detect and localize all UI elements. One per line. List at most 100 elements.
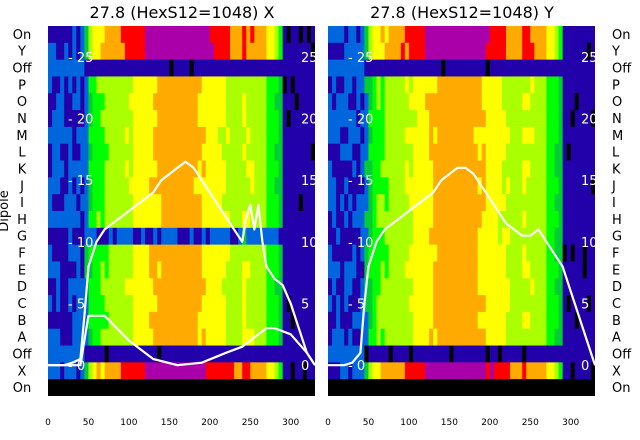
heatmap-cell <box>56 160 61 178</box>
heatmap-cell <box>112 59 118 77</box>
heatmap-cell <box>340 227 345 246</box>
heatmap-cell <box>246 227 251 246</box>
heatmap-cell <box>173 211 178 229</box>
heatmap-cell <box>298 261 304 279</box>
heatmap-cell <box>76 143 81 161</box>
heatmap-cell <box>282 362 288 380</box>
heatmap-cell <box>344 76 349 94</box>
heatmap-cell <box>586 278 592 296</box>
heatmap-cell <box>226 59 231 77</box>
heatmap-cell <box>449 93 454 111</box>
heatmap-cell <box>108 311 114 330</box>
heatmap-cell <box>437 26 442 44</box>
row-label: B <box>612 314 621 329</box>
heatmap-cell <box>510 26 515 44</box>
heatmap-cell <box>400 261 406 279</box>
heatmap-cell <box>116 177 122 195</box>
heatmap-cell <box>52 345 57 363</box>
heatmap-cell <box>68 244 73 262</box>
heatmap-cell <box>554 211 559 229</box>
heatmap-cell <box>340 379 345 396</box>
heatmap-cell <box>60 177 65 195</box>
heatmap-cell <box>522 345 527 363</box>
heatmap-cell <box>217 278 223 296</box>
heatmap-cell <box>388 126 394 145</box>
heatmap-cell <box>518 26 523 44</box>
heatmap-cell <box>205 143 211 161</box>
heatmap-cell <box>453 143 458 161</box>
heatmap-cell <box>412 76 418 94</box>
heatmap-cell <box>157 379 162 396</box>
heatmap-cell <box>161 126 166 145</box>
heatmap-cell <box>489 278 495 296</box>
heatmap-cell <box>481 93 487 111</box>
heatmap-cell <box>169 379 174 396</box>
heatmap-cell <box>169 328 174 346</box>
heatmap-cell <box>238 278 243 296</box>
heatmap-cell <box>566 362 572 380</box>
row-label: P <box>612 78 620 93</box>
heatmap-cell <box>193 143 199 161</box>
x-tick-label: 300 <box>562 418 579 428</box>
heatmap-cell <box>302 160 308 178</box>
heatmap-cell <box>181 143 186 161</box>
heatmap-cell <box>213 143 219 161</box>
heatmap-cell <box>100 59 106 77</box>
heatmap-cell <box>433 126 438 145</box>
heatmap-cell <box>132 345 138 363</box>
heatmap-cell <box>522 177 527 195</box>
heatmap-cell <box>169 177 174 195</box>
heatmap-cell <box>570 59 576 77</box>
heatmap-cell <box>238 93 243 111</box>
heatmap-cell <box>201 244 207 262</box>
heatmap-cell <box>306 379 312 396</box>
heatmap-cell <box>76 227 81 246</box>
heatmap-cell <box>266 328 271 346</box>
heatmap-cell <box>258 59 263 77</box>
heatmap-cell <box>328 311 333 330</box>
heatmap-cell <box>497 93 503 111</box>
heatmap-cell <box>270 194 275 212</box>
heatmap-cell <box>96 211 101 229</box>
heatmap-cell <box>372 278 377 296</box>
heatmap-cell <box>128 244 134 262</box>
heatmap-cell <box>396 261 402 279</box>
heatmap-cell <box>506 244 511 262</box>
heatmap-cell <box>396 160 402 178</box>
heatmap-cell <box>481 110 487 128</box>
heatmap-cell <box>429 379 434 396</box>
heatmap-cell <box>376 126 381 145</box>
heatmap-cell <box>364 379 369 396</box>
row-label: M <box>16 129 27 144</box>
heatmap-cell <box>137 227 142 246</box>
heatmap-cell <box>217 143 223 161</box>
heatmap-cell <box>185 177 190 195</box>
heatmap-cell <box>258 26 263 44</box>
heatmap-cell <box>344 295 349 313</box>
heatmap-cell <box>421 211 426 229</box>
heatmap-cell <box>392 227 398 246</box>
heatmap-cell <box>197 328 203 346</box>
heatmap-cell <box>80 278 85 296</box>
heatmap-cell <box>234 295 239 313</box>
heatmap-cell <box>469 345 475 363</box>
heatmap-cell <box>493 126 499 145</box>
heatmap-cell <box>169 194 174 212</box>
heatmap-cell <box>258 328 263 346</box>
heatmap-cell <box>177 143 182 161</box>
heatmap-cell <box>360 143 365 161</box>
heatmap-cell <box>453 311 458 330</box>
heatmap-cell <box>262 311 267 330</box>
heatmap-cell <box>489 110 495 128</box>
heatmap-cell <box>310 59 315 77</box>
heatmap-cell <box>332 311 337 330</box>
heatmap-cell <box>60 143 65 161</box>
overlay-tick-label: - 5 <box>348 298 365 313</box>
heatmap-cell <box>145 328 150 346</box>
heatmap-cell <box>246 59 251 77</box>
x-tick-labels: 0 50 100 150 200 250 300 <box>45 418 299 428</box>
heatmap-cell <box>48 59 53 77</box>
heatmap-cell <box>586 93 592 111</box>
heatmap-cell <box>578 143 584 161</box>
heatmap-cell <box>372 345 377 363</box>
